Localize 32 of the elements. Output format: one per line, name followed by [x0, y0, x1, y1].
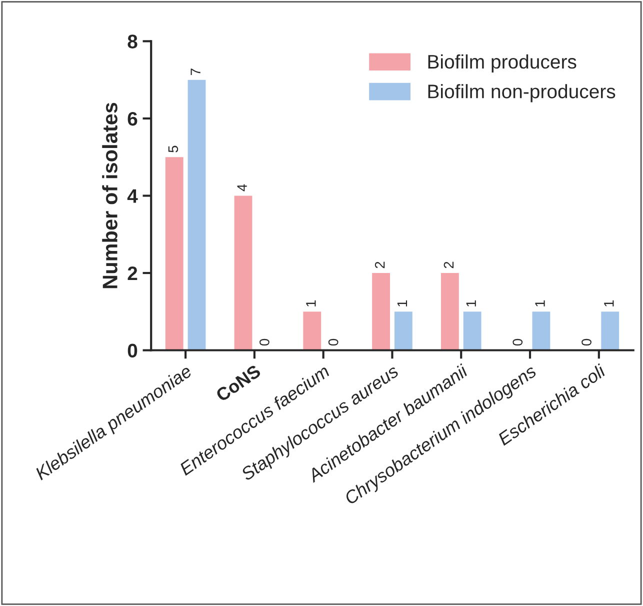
data-label: 0 — [328, 338, 338, 346]
data-label: 1 — [535, 300, 545, 306]
data-label: 1 — [604, 300, 614, 306]
bar — [440, 273, 459, 350]
legend-label: Biofilm non-producers — [428, 84, 616, 102]
y-tick-label: 4 — [127, 189, 138, 203]
data-label: 0 — [512, 338, 523, 346]
data-label: 0 — [582, 338, 592, 346]
y-tick-label: 2 — [128, 266, 138, 280]
y-tick-label: 0 — [128, 344, 138, 358]
bar — [188, 80, 206, 350]
bar — [372, 273, 390, 350]
data-label: 4 — [237, 184, 247, 192]
bar — [394, 312, 412, 350]
data-label: 1 — [397, 300, 408, 306]
bar — [601, 312, 620, 350]
data-label: 2 — [374, 262, 385, 268]
bar — [234, 196, 252, 350]
y-axis-title: Number of isolates — [102, 102, 118, 288]
legend-label: Biofilm producers — [428, 54, 576, 73]
data-label: 1 — [466, 300, 476, 306]
data-label: 0 — [260, 338, 270, 346]
y-tick-label: 8 — [128, 34, 138, 48]
data-label: 2 — [444, 262, 454, 268]
data-label: 1 — [306, 300, 316, 306]
y-tick-label: 6 — [128, 112, 138, 126]
bar — [532, 312, 550, 350]
data-label: 7 — [190, 68, 200, 75]
bar — [165, 157, 184, 350]
bar — [463, 312, 482, 350]
data-label: 5 — [168, 146, 178, 152]
bar — [303, 312, 322, 350]
